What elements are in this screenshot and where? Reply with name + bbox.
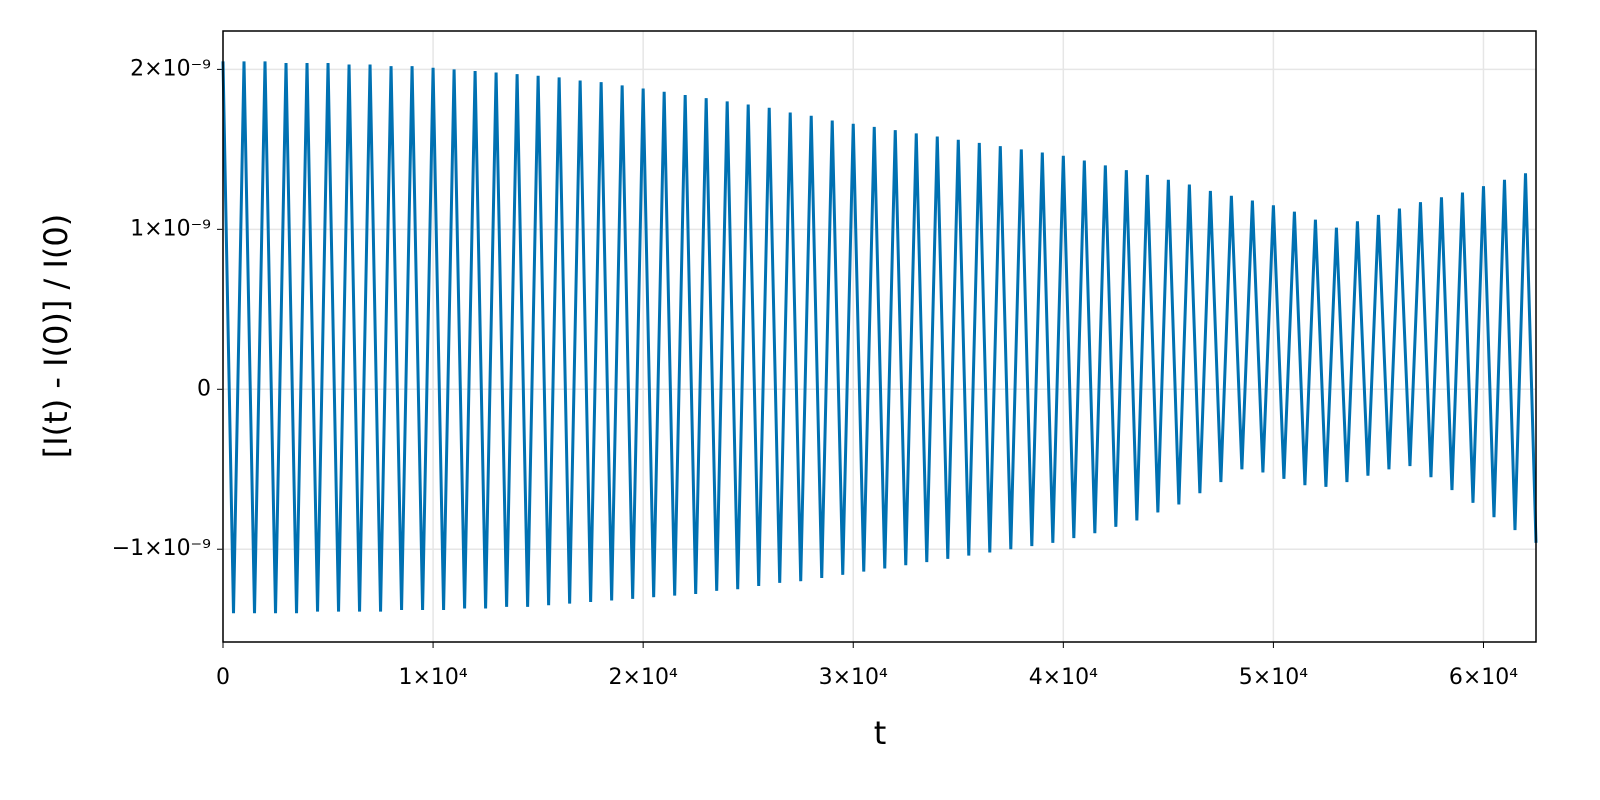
- y-tick-label: 1×10⁻⁹: [130, 216, 211, 241]
- y-tick-label: 0: [197, 376, 211, 401]
- data-line: [221, 61, 1538, 614]
- x-axis-label: t: [874, 714, 887, 752]
- x-tick-label: 5×10⁴: [1239, 665, 1308, 690]
- x-tick-label: 6×10⁴: [1449, 665, 1518, 690]
- x-tick-label: 2×10⁴: [609, 665, 678, 690]
- plot-frame: [222, 30, 1537, 643]
- x-tick-label: 0: [216, 665, 230, 690]
- x-tick-label: 3×10⁴: [819, 665, 888, 690]
- x-tick-label: 4×10⁴: [1029, 665, 1098, 690]
- y-tick-label: −1×10⁻⁹: [112, 536, 211, 561]
- y-axis-label: [I(t) - I(0)] / I(0): [37, 214, 75, 458]
- x-tick-label: 1×10⁴: [398, 665, 467, 690]
- y-tick-label: 2×10⁻⁹: [130, 56, 211, 81]
